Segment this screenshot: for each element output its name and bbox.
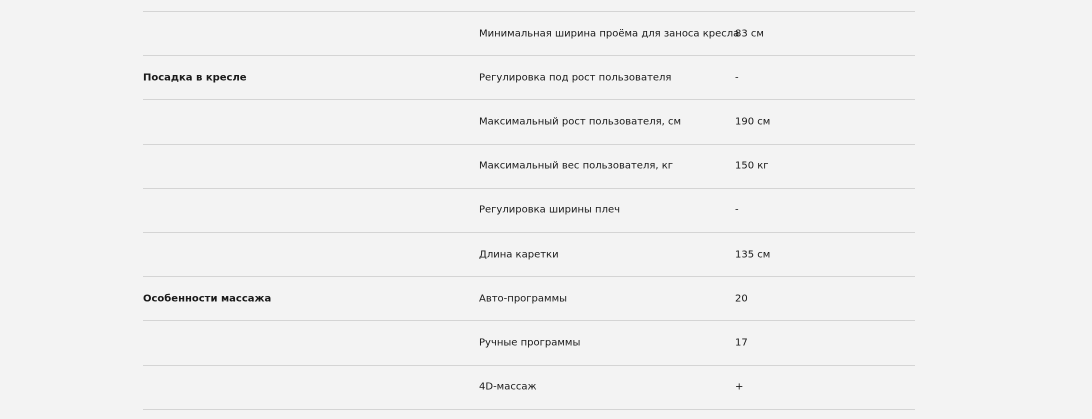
parameter-value: 150 кг xyxy=(735,160,769,172)
parameter-name: Ручные программы xyxy=(479,337,581,349)
parameter-name: Регулировка ширины плеч xyxy=(479,204,621,216)
parameter-value: 135 см xyxy=(735,249,771,261)
table-row: Максимальный вес пользователя, кг 150 кг xyxy=(143,143,915,188)
table-row: Посадка в кресле Регулировка под рост пол… xyxy=(143,55,915,99)
parameter-value: 83 см xyxy=(735,28,764,40)
parameter-value: 20 xyxy=(735,293,748,305)
table-row: Ручные программы 17 xyxy=(143,320,915,364)
parameter-name: Авто-программы xyxy=(479,293,568,305)
table-row: Длина каретки 135 см xyxy=(143,231,915,276)
table-row: Особенности массажа Авто-программы 20 xyxy=(143,276,915,320)
parameter-value: - xyxy=(735,72,739,84)
parameter-name: Регулировка под рост пользователя xyxy=(479,72,672,84)
table-row: Минимальная ширина проёма для заноса кре… xyxy=(143,11,915,55)
specifications-table: Минимальная ширина проёма для заноса кре… xyxy=(143,11,915,410)
group-label: Посадка в кресле xyxy=(143,72,247,84)
parameter-value: - xyxy=(735,204,739,216)
parameter-name: Максимальный вес пользователя, кг xyxy=(479,160,674,172)
parameter-name: 4D-массаж xyxy=(479,381,537,393)
parameter-value: 17 xyxy=(735,337,748,349)
parameter-value: + xyxy=(735,381,744,393)
parameter-name: Длина каретки xyxy=(479,249,559,261)
parameter-value: 190 см xyxy=(735,116,771,128)
table-row: Регулировка ширины плеч - xyxy=(143,187,915,232)
table-row: 4D-массаж + xyxy=(143,364,915,410)
group-label: Особенности массажа xyxy=(143,293,272,305)
parameter-name: Минимальная ширина проёма для заноса кре… xyxy=(479,28,740,40)
table-row: Максимальный рост пользователя, см 190 см xyxy=(143,99,915,143)
parameter-name: Максимальный рост пользователя, см xyxy=(479,116,682,128)
